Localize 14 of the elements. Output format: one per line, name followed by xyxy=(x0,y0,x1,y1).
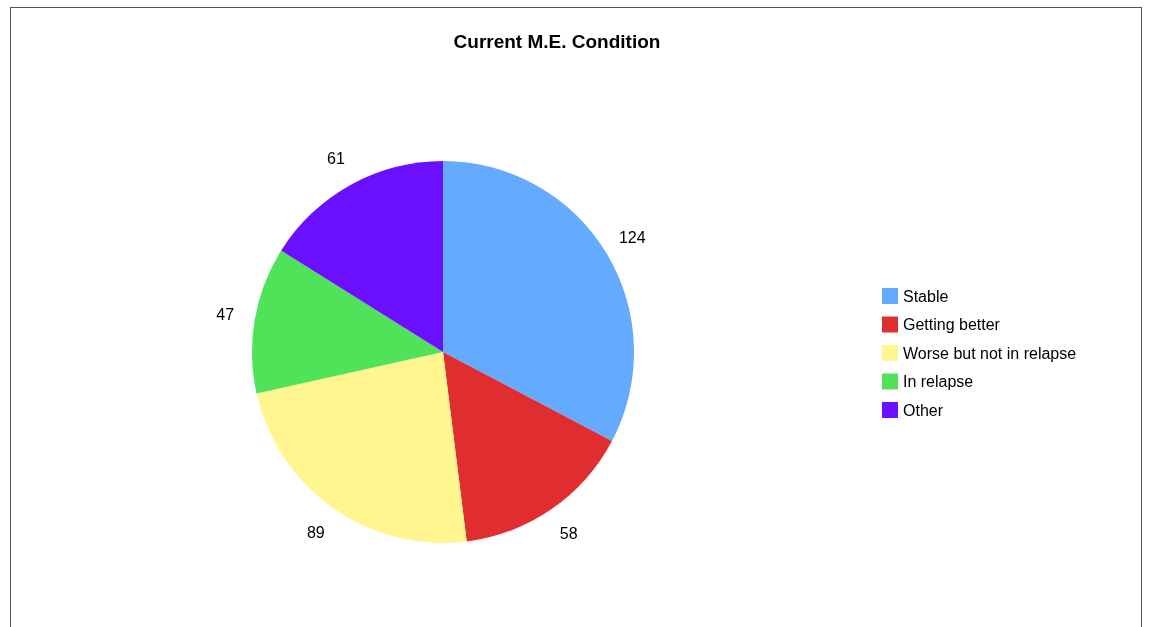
data-label: 89 xyxy=(306,524,325,542)
pie-slice xyxy=(252,250,443,394)
chart-title: Current M.E. Condition xyxy=(453,31,661,52)
data-label: 58 xyxy=(559,525,578,543)
legend-label: In relapse xyxy=(903,373,974,391)
data-label: 124 xyxy=(618,229,646,247)
legend-label: Other xyxy=(903,401,944,419)
pie-slice xyxy=(256,352,467,543)
legend-label: Worse but not in relapse xyxy=(903,344,1077,362)
data-label: 47 xyxy=(216,306,235,324)
pie-slice xyxy=(443,352,612,542)
legend-label: Getting better xyxy=(903,316,1001,334)
legend-label: Stable xyxy=(903,287,949,305)
data-label: 61 xyxy=(327,150,345,168)
